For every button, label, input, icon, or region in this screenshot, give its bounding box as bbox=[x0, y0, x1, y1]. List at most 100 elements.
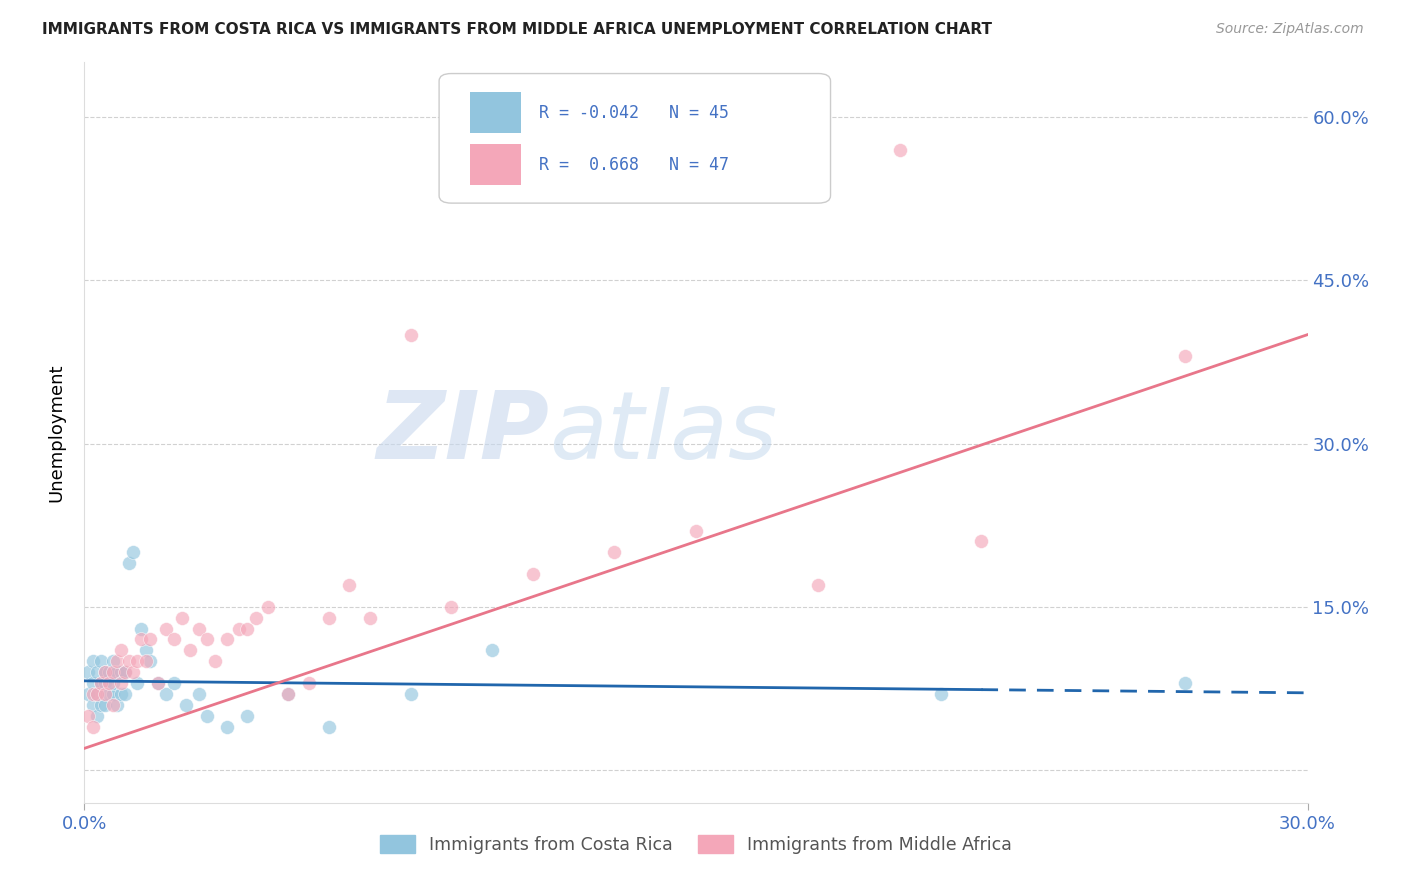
Point bbox=[889, 143, 911, 157]
Point bbox=[236, 622, 259, 636]
Point bbox=[135, 654, 157, 668]
Point bbox=[146, 676, 169, 690]
Point bbox=[77, 708, 100, 723]
Point bbox=[174, 698, 197, 712]
Point bbox=[118, 556, 141, 570]
Point bbox=[97, 665, 120, 680]
Point bbox=[122, 665, 145, 680]
Point bbox=[217, 632, 239, 647]
Point bbox=[110, 687, 132, 701]
Text: Source: ZipAtlas.com: Source: ZipAtlas.com bbox=[1216, 22, 1364, 37]
Point bbox=[277, 687, 299, 701]
Point bbox=[93, 665, 115, 680]
Point bbox=[195, 708, 218, 723]
Point bbox=[155, 622, 177, 636]
Point bbox=[82, 698, 104, 712]
Point bbox=[257, 599, 280, 614]
Point bbox=[86, 708, 108, 723]
Text: atlas: atlas bbox=[550, 387, 778, 478]
Legend: Immigrants from Costa Rica, Immigrants from Middle Africa: Immigrants from Costa Rica, Immigrants f… bbox=[373, 828, 1019, 861]
Point bbox=[114, 665, 136, 680]
Point bbox=[86, 687, 108, 701]
FancyBboxPatch shape bbox=[470, 92, 522, 133]
Point bbox=[155, 687, 177, 701]
Point bbox=[807, 578, 830, 592]
Text: IMMIGRANTS FROM COSTA RICA VS IMMIGRANTS FROM MIDDLE AFRICA UNEMPLOYMENT CORRELA: IMMIGRANTS FROM COSTA RICA VS IMMIGRANTS… bbox=[42, 22, 993, 37]
Point bbox=[172, 611, 194, 625]
Point bbox=[105, 654, 128, 668]
Point bbox=[195, 632, 218, 647]
Point bbox=[86, 665, 108, 680]
Text: ZIP: ZIP bbox=[377, 386, 550, 479]
Point bbox=[110, 676, 132, 690]
Point bbox=[163, 632, 186, 647]
Point bbox=[1174, 350, 1197, 364]
Point bbox=[105, 698, 128, 712]
Point bbox=[90, 676, 112, 690]
Point bbox=[97, 687, 120, 701]
FancyBboxPatch shape bbox=[439, 73, 831, 203]
Point bbox=[90, 654, 112, 668]
Point bbox=[110, 643, 132, 657]
FancyBboxPatch shape bbox=[470, 144, 522, 185]
Text: R = -0.042   N = 45: R = -0.042 N = 45 bbox=[540, 103, 730, 122]
Point bbox=[318, 720, 340, 734]
Point bbox=[245, 611, 267, 625]
Point bbox=[359, 611, 381, 625]
Point bbox=[522, 567, 544, 582]
Point bbox=[90, 698, 112, 712]
Point bbox=[481, 643, 503, 657]
Point bbox=[277, 687, 299, 701]
Point bbox=[138, 654, 160, 668]
Point bbox=[110, 665, 132, 680]
Point bbox=[187, 622, 209, 636]
Point bbox=[138, 632, 160, 647]
Point bbox=[399, 327, 422, 342]
Point bbox=[685, 524, 707, 538]
Point bbox=[77, 687, 100, 701]
Point bbox=[131, 622, 153, 636]
Point bbox=[146, 676, 169, 690]
Point bbox=[97, 676, 120, 690]
Point bbox=[82, 654, 104, 668]
Point bbox=[236, 708, 259, 723]
Point bbox=[122, 545, 145, 559]
Point bbox=[135, 643, 157, 657]
Point bbox=[82, 720, 104, 734]
Point bbox=[217, 720, 239, 734]
Point bbox=[82, 676, 104, 690]
Point bbox=[127, 654, 149, 668]
Point bbox=[187, 687, 209, 701]
Point bbox=[77, 665, 100, 680]
Point bbox=[105, 665, 128, 680]
Point bbox=[179, 643, 201, 657]
Point bbox=[163, 676, 186, 690]
Point bbox=[114, 687, 136, 701]
Point bbox=[440, 599, 463, 614]
Point bbox=[93, 665, 115, 680]
Point bbox=[127, 676, 149, 690]
Point bbox=[90, 676, 112, 690]
Point bbox=[118, 654, 141, 668]
Point bbox=[131, 632, 153, 647]
Point bbox=[101, 687, 124, 701]
Point bbox=[1174, 676, 1197, 690]
Point bbox=[82, 687, 104, 701]
Point bbox=[114, 665, 136, 680]
Point bbox=[603, 545, 626, 559]
Point bbox=[101, 698, 124, 712]
Point bbox=[101, 654, 124, 668]
Point bbox=[228, 622, 250, 636]
Point bbox=[298, 676, 321, 690]
Point bbox=[318, 611, 340, 625]
Point bbox=[86, 687, 108, 701]
Point bbox=[204, 654, 226, 668]
Point bbox=[101, 665, 124, 680]
Y-axis label: Unemployment: Unemployment bbox=[48, 363, 66, 502]
Point bbox=[970, 534, 993, 549]
Point bbox=[339, 578, 361, 592]
Point bbox=[93, 698, 115, 712]
Point bbox=[399, 687, 422, 701]
Point bbox=[929, 687, 952, 701]
Point bbox=[93, 687, 115, 701]
